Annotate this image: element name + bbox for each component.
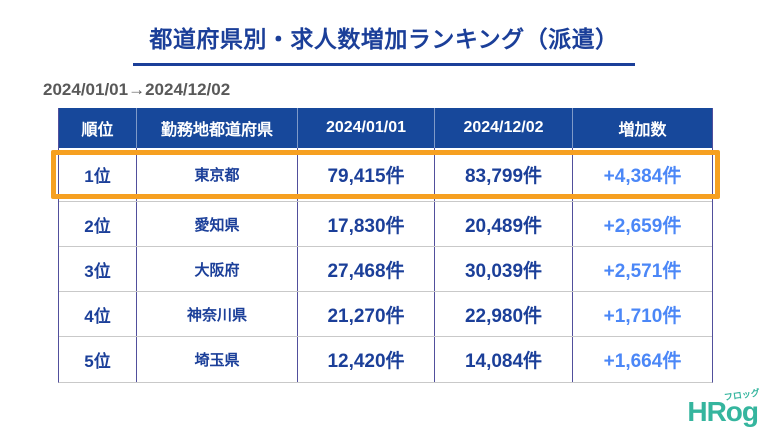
column-header-end-date: 2024/12/02 bbox=[435, 108, 573, 148]
end-count-cell: 22,980件 bbox=[435, 292, 573, 336]
prefecture-cell: 東京都 bbox=[137, 148, 298, 201]
start-count-cell: 79,415件 bbox=[298, 148, 435, 201]
column-header-start-date: 2024/01/01 bbox=[298, 108, 435, 148]
prefecture-cell: 埼玉県 bbox=[137, 337, 298, 382]
hrog-logo-text: HRog bbox=[687, 396, 759, 427]
table-row: 3位 大阪府 27,468件 30,039件 +2,571件 bbox=[59, 247, 712, 292]
increase-cell: +2,571件 bbox=[603, 260, 682, 282]
column-header-increase: 増加数 bbox=[618, 122, 667, 139]
start-count-cell: 17,830件 bbox=[298, 202, 435, 246]
end-count-cell: 83,799件 bbox=[435, 148, 573, 201]
table-row: 4位 神奈川県 21,270件 22,980件 +1,710件 bbox=[59, 292, 712, 337]
hrog-logo-inner: フロッグ HRog bbox=[687, 388, 760, 427]
start-count-cell: 27,468件 bbox=[298, 247, 435, 291]
rank-cell: 1位 bbox=[59, 148, 137, 201]
rank-cell: 4位 bbox=[59, 292, 137, 336]
table-row: 2位 愛知県 17,830件 20,489件 +2,659件 bbox=[59, 202, 712, 247]
rank-cell: 3位 bbox=[59, 247, 137, 291]
page-title: 都道府県別・求人数増加ランキング（派遣） bbox=[149, 26, 619, 52]
hrog-logo: フロッグ HRog bbox=[687, 388, 760, 427]
table-header-row: 順位 勤務地都道府県 2024/01/01 2024/12/02 増加数 bbox=[59, 108, 712, 148]
end-count-cell: 20,489件 bbox=[435, 202, 573, 246]
column-header-prefecture: 勤務地都道府県 bbox=[137, 108, 298, 148]
end-count-cell: 30,039件 bbox=[435, 247, 573, 291]
increase-cell: +2,659件 bbox=[603, 215, 682, 237]
table-row: 1位 東京都 79,415件 83,799件 +4,384件 bbox=[51, 148, 720, 202]
column-header-rank: 順位 bbox=[59, 108, 137, 148]
start-count-cell: 21,270件 bbox=[298, 292, 435, 336]
prefecture-cell: 大阪府 bbox=[137, 247, 298, 291]
end-count-cell: 14,084件 bbox=[435, 337, 573, 382]
date-range-label: 2024/01/01→2024/12/02 bbox=[43, 80, 231, 99]
title-underline bbox=[133, 63, 635, 66]
rank-cell: 2位 bbox=[59, 202, 137, 246]
table-row: 5位 埼玉県 12,420件 14,084件 +1,664件 bbox=[59, 337, 712, 382]
increase-cell: +1,664件 bbox=[603, 351, 682, 372]
rank-cell: 5位 bbox=[59, 337, 137, 382]
increase-cell: +4,384件 bbox=[603, 166, 682, 187]
start-count-cell: 12,420件 bbox=[298, 337, 435, 382]
increase-cell: +1,710件 bbox=[603, 305, 682, 327]
ranking-table: 順位 勤務地都道府県 2024/01/01 2024/12/02 増加数 1位 … bbox=[51, 108, 720, 383]
title-block: 都道府県別・求人数増加ランキング（派遣） bbox=[0, 0, 768, 66]
prefecture-cell: 神奈川県 bbox=[137, 292, 298, 336]
prefecture-cell: 愛知県 bbox=[137, 202, 298, 246]
